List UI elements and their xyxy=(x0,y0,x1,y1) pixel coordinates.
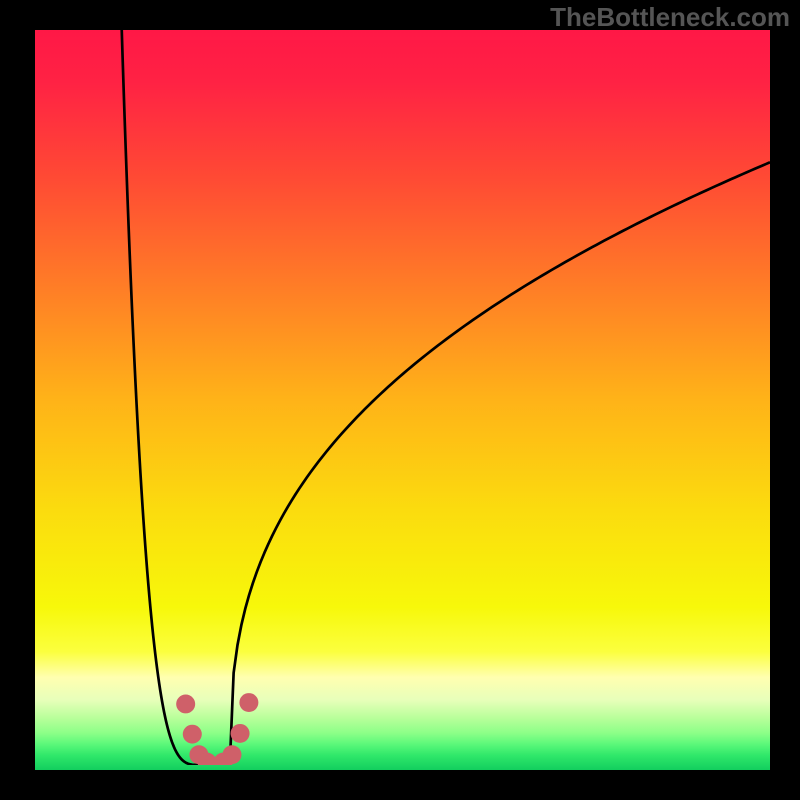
marker-group xyxy=(176,693,258,765)
chart-svg xyxy=(35,30,770,765)
plot-area xyxy=(35,30,770,770)
curve-marker xyxy=(176,695,195,714)
watermark-text: TheBottleneck.com xyxy=(550,2,790,33)
curve-marker xyxy=(183,725,202,744)
chart-stage: TheBottleneck.com xyxy=(0,0,800,800)
curve-marker xyxy=(231,724,250,743)
bottleneck-curve xyxy=(122,30,770,765)
curve-marker xyxy=(222,745,241,764)
curve-marker xyxy=(239,693,258,712)
